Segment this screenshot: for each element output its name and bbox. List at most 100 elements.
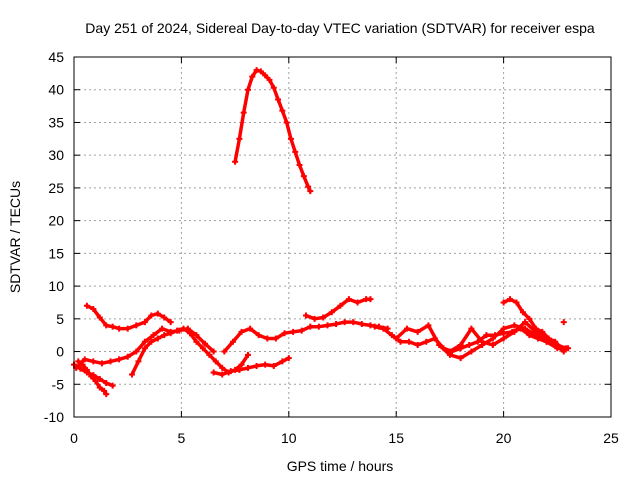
data-point <box>236 135 243 142</box>
data-point <box>244 351 251 358</box>
series-track-h <box>221 319 391 355</box>
data-point <box>380 325 387 332</box>
data-point <box>103 391 110 398</box>
data-point <box>328 309 335 316</box>
data-point <box>367 296 374 303</box>
data-point <box>532 325 539 332</box>
data-point <box>500 299 507 306</box>
data-point <box>558 345 565 352</box>
data-point <box>83 302 90 309</box>
data-point <box>161 314 168 321</box>
data-point <box>337 302 344 309</box>
data-point <box>92 378 99 384</box>
data-point <box>296 162 303 168</box>
y-tick-label: 35 <box>48 114 64 130</box>
data-point <box>272 335 279 342</box>
data-point <box>545 335 552 342</box>
data-point <box>279 107 286 114</box>
data-point <box>193 338 200 345</box>
data-point <box>552 338 559 345</box>
series-track-g <box>210 355 292 378</box>
data-point <box>161 332 168 339</box>
data-point <box>90 306 97 312</box>
data-point <box>212 358 219 365</box>
y-tick-label: 40 <box>48 82 64 98</box>
data-point <box>88 373 95 380</box>
y-tick-label: 20 <box>48 213 64 229</box>
data-point <box>436 342 443 348</box>
data-point <box>262 361 269 368</box>
data-point <box>403 325 410 332</box>
data-point <box>202 340 209 347</box>
data-point <box>479 338 486 345</box>
data-point <box>148 338 155 345</box>
data-point <box>320 314 327 321</box>
series-trace <box>211 356 291 377</box>
y-tick-label: -5 <box>52 376 65 392</box>
data-point <box>249 73 256 80</box>
x-tick-label: 5 <box>178 430 186 446</box>
data-point <box>124 325 131 332</box>
data-point <box>522 325 529 332</box>
data-point <box>414 328 421 335</box>
data-point <box>107 358 114 365</box>
data-point <box>283 119 290 126</box>
data-point <box>83 366 90 373</box>
data-point <box>275 96 282 103</box>
data-point <box>393 335 400 342</box>
data-point <box>489 335 496 342</box>
data-point <box>148 312 155 319</box>
data-point <box>281 330 288 337</box>
data-point <box>264 335 271 342</box>
data-point <box>500 335 507 342</box>
data-point <box>333 321 340 328</box>
data-point <box>302 312 309 319</box>
data-point <box>154 335 161 342</box>
data-point <box>219 371 226 378</box>
series-trace <box>501 297 564 351</box>
data-point <box>141 338 148 345</box>
x-tick-label: 20 <box>496 430 512 446</box>
data-point <box>285 355 292 362</box>
data-point <box>244 364 251 371</box>
data-point <box>109 382 116 389</box>
series-track-a <box>232 67 314 195</box>
data-point <box>262 72 269 79</box>
ticks: 0 5 10 15 20 25 -10 -5 0 5 10 15 20 25 30 35 40 45 <box>44 49 619 446</box>
data-point <box>96 314 103 321</box>
data-point <box>141 319 148 326</box>
data-point <box>466 342 473 348</box>
data-point <box>270 362 277 369</box>
data-points <box>71 67 572 398</box>
data-point <box>257 68 264 75</box>
data-point <box>135 358 142 365</box>
data-point <box>298 327 305 334</box>
data-point <box>210 348 217 355</box>
chart-title: Day 251 of 2024, Sidereal Day-to-day VTE… <box>85 20 595 36</box>
series-track-n <box>560 319 567 326</box>
data-point <box>522 319 529 326</box>
data-point <box>457 355 464 362</box>
data-point <box>300 173 307 180</box>
data-point <box>489 342 496 348</box>
data-point <box>307 188 314 195</box>
x-axis-label: GPS time / hours <box>287 458 394 474</box>
data-point <box>116 325 123 332</box>
y-tick-label: 25 <box>48 180 64 196</box>
data-point <box>253 362 260 369</box>
data-point <box>96 384 103 391</box>
data-point <box>446 348 453 355</box>
data-point <box>305 183 312 190</box>
data-point <box>103 379 110 386</box>
data-point <box>468 325 475 332</box>
data-point <box>358 321 365 328</box>
x-tick-label: 10 <box>281 430 297 446</box>
y-axis-label: SDTVAR / TECUs <box>7 181 23 293</box>
data-point <box>290 328 297 335</box>
data-point <box>154 310 161 317</box>
data-point <box>229 338 236 345</box>
data-point <box>266 76 273 83</box>
data-point <box>133 322 140 329</box>
data-point <box>500 325 507 332</box>
